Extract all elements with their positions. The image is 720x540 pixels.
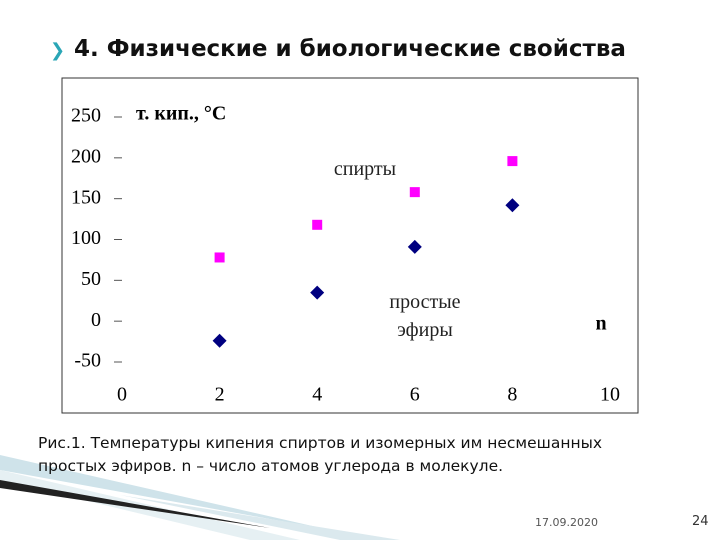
x-tick-label: 10 <box>600 384 620 406</box>
x-tick-label: 4 <box>312 384 322 406</box>
x-tick-label: 6 <box>410 384 420 406</box>
x-axis-label: n <box>595 313 606 335</box>
x-tick-label: 2 <box>215 384 225 406</box>
y-tick-label: 0 <box>91 309 101 331</box>
slide-title: 4. Физические и биологические свойства <box>74 36 626 62</box>
point <box>505 198 520 213</box>
y-tick-label: 150 <box>71 186 101 208</box>
point <box>409 187 420 198</box>
x-tick-label: 8 <box>507 384 517 406</box>
caption: Рис.1. Температуры кипения спиртов и изо… <box>38 434 603 475</box>
chart-frame <box>61 77 639 414</box>
date: 17.09.2020 <box>535 516 598 529</box>
page-number: 24 <box>692 514 709 529</box>
point <box>212 333 227 348</box>
y-tick-label: 250 <box>71 105 101 127</box>
point <box>407 239 422 254</box>
point <box>312 219 323 230</box>
point <box>214 252 225 263</box>
y-tick-label: 100 <box>71 227 101 249</box>
point <box>310 285 325 300</box>
y-tick-label: -50 <box>74 350 101 372</box>
y-axis-label: т. кип., °C <box>136 103 226 125</box>
series-label: простые эфиры <box>389 291 461 341</box>
y-tick-label: 50 <box>81 268 101 290</box>
x-tick-label: 0 <box>117 384 127 406</box>
y-tick-label: 200 <box>71 145 101 167</box>
point <box>507 156 518 167</box>
decoration <box>0 455 400 540</box>
bullet: ❯ <box>50 40 66 61</box>
series-label: спирты <box>333 158 397 180</box>
